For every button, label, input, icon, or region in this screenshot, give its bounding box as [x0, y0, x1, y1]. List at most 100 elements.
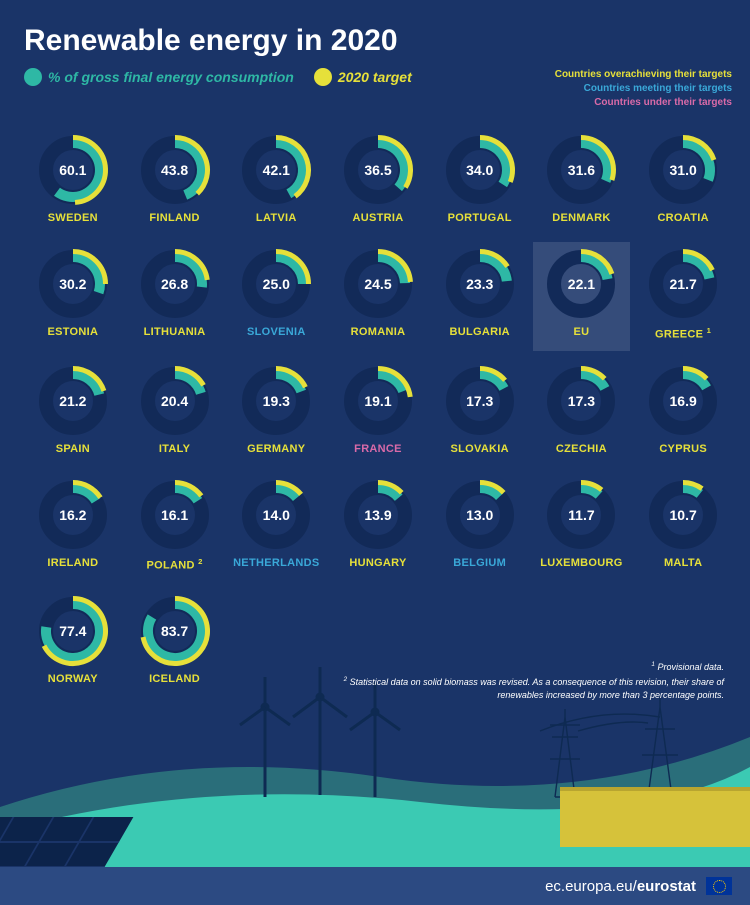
- legend-row: % of gross final energy consumption 2020…: [24, 68, 732, 110]
- status-meeting: Countries meeting their targets: [555, 82, 732, 96]
- country-label: PORTUGAL: [448, 212, 512, 224]
- country-cell: 24.5 ROMANIA: [329, 242, 427, 351]
- donut-value: 31.0: [647, 134, 719, 206]
- country-cell: 16.9 CYPRUS: [634, 359, 732, 465]
- country-cell: 14.0 NETHERLANDS: [227, 473, 325, 582]
- donut-value: 30.2: [37, 248, 109, 320]
- donut-value: 21.2: [37, 365, 109, 437]
- country-cell: 11.7 LUXEMBOURG: [533, 473, 631, 582]
- country-cell: 10.7 MALTA: [634, 473, 732, 582]
- donut-value: 31.6: [545, 134, 617, 206]
- donut-value: 42.1: [240, 134, 312, 206]
- donut-chart: 10.7: [647, 479, 719, 551]
- donut-value: 43.8: [139, 134, 211, 206]
- country-cell: 13.0 BELGIUM: [431, 473, 529, 582]
- country-label: GERMANY: [247, 443, 305, 455]
- donut-value: 20.4: [139, 365, 211, 437]
- donut-value: 36.5: [342, 134, 414, 206]
- country-label: MALTA: [664, 557, 702, 569]
- donut-chart: 16.2: [37, 479, 109, 551]
- donut-value: 22.1: [545, 248, 617, 320]
- country-label: FRANCE: [354, 443, 402, 455]
- country-label: ROMANIA: [351, 326, 406, 338]
- consumption-dot: [24, 68, 42, 86]
- country-cell: 31.0 CROATIA: [634, 128, 732, 234]
- donut-chart: 60.1: [37, 134, 109, 206]
- country-label: POLAND 2: [146, 557, 202, 572]
- donut-value: 16.1: [139, 479, 211, 551]
- country-label: AUSTRIA: [352, 212, 403, 224]
- country-cell: 34.0 PORTUGAL: [431, 128, 529, 234]
- country-cell: 25.0 SLOVENIA: [227, 242, 325, 351]
- donut-value: 21.7: [647, 248, 719, 320]
- donut-chart: 16.9: [647, 365, 719, 437]
- country-label: EU: [573, 326, 589, 338]
- donut-value: 17.3: [545, 365, 617, 437]
- donut-chart: 77.4: [37, 595, 109, 667]
- donut-chart: 36.5: [342, 134, 414, 206]
- donut-chart: 19.3: [240, 365, 312, 437]
- donut-value: 83.7: [139, 595, 211, 667]
- donut-value: 10.7: [647, 479, 719, 551]
- donut-value: 11.7: [545, 479, 617, 551]
- country-cell: 17.3 CZECHIA: [533, 359, 631, 465]
- donut-chart: 25.0: [240, 248, 312, 320]
- country-cell: 43.8 FINLAND: [126, 128, 224, 234]
- donut-chart: 31.0: [647, 134, 719, 206]
- country-label: CYPRUS: [659, 443, 707, 455]
- country-label: GREECE 1: [655, 326, 711, 341]
- donut-value: 26.8: [139, 248, 211, 320]
- legend-target: 2020 target: [314, 68, 412, 86]
- country-cell: 26.8 LITHUANIA: [126, 242, 224, 351]
- country-label: SPAIN: [56, 443, 90, 455]
- country-cell: 19.3 GERMANY: [227, 359, 325, 465]
- eu-flag-icon: [706, 877, 732, 895]
- country-cell: 31.6 DENMARK: [533, 128, 631, 234]
- donut-chart: 31.6: [545, 134, 617, 206]
- page-title: Renewable energy in 2020: [24, 24, 732, 58]
- donut-value: 14.0: [240, 479, 312, 551]
- donut-value: 23.3: [444, 248, 516, 320]
- footnote-2: 2 Statistical data on solid biomass was …: [304, 675, 724, 703]
- country-label: BELGIUM: [453, 557, 506, 569]
- footer-bar: ec.europa.eu/eurostat: [0, 867, 750, 905]
- country-cell: 83.7 ICELAND: [126, 589, 224, 695]
- country-label: LITHUANIA: [144, 326, 206, 338]
- footnotes: 1 Provisional data. 2 Statistical data o…: [304, 660, 724, 703]
- country-grid: 60.1 SWEDEN 43.8 FINLAND 42.1 LATVIA: [24, 128, 732, 695]
- donut-value: 77.4: [37, 595, 109, 667]
- country-cell: 19.1 FRANCE: [329, 359, 427, 465]
- country-label: CROATIA: [657, 212, 708, 224]
- country-label: NETHERLANDS: [233, 557, 319, 569]
- country-cell: 16.1 POLAND 2: [126, 473, 224, 582]
- country-cell: 16.2 IRELAND: [24, 473, 122, 582]
- country-cell: 77.4 NORWAY: [24, 589, 122, 695]
- donut-value: 19.3: [240, 365, 312, 437]
- country-cell: 20.4 ITALY: [126, 359, 224, 465]
- country-label: LATVIA: [256, 212, 297, 224]
- donut-chart: 14.0: [240, 479, 312, 551]
- donut-value: 34.0: [444, 134, 516, 206]
- status-legend: Countries overachieving their targets Co…: [555, 68, 732, 110]
- donut-chart: 17.3: [444, 365, 516, 437]
- donut-value: 13.0: [444, 479, 516, 551]
- donut-chart: 26.8: [139, 248, 211, 320]
- donut-chart: 11.7: [545, 479, 617, 551]
- donut-chart: 13.9: [342, 479, 414, 551]
- country-label: DENMARK: [552, 212, 610, 224]
- donut-value: 60.1: [37, 134, 109, 206]
- donut-chart: 20.4: [139, 365, 211, 437]
- donut-chart: 22.1: [545, 248, 617, 320]
- country-label: SWEDEN: [48, 212, 98, 224]
- target-dot: [314, 68, 332, 86]
- country-cell: 21.7 GREECE 1: [634, 242, 732, 351]
- country-label: CZECHIA: [556, 443, 607, 455]
- legend-consumption: % of gross final energy consumption: [24, 68, 294, 86]
- status-under: Countries under their targets: [555, 96, 732, 110]
- country-label: HUNGARY: [349, 557, 406, 569]
- country-label: IRELAND: [47, 557, 98, 569]
- donut-chart: 30.2: [37, 248, 109, 320]
- donut-chart: 13.0: [444, 479, 516, 551]
- consumption-label: % of gross final energy consumption: [48, 69, 294, 85]
- donut-chart: 21.7: [647, 248, 719, 320]
